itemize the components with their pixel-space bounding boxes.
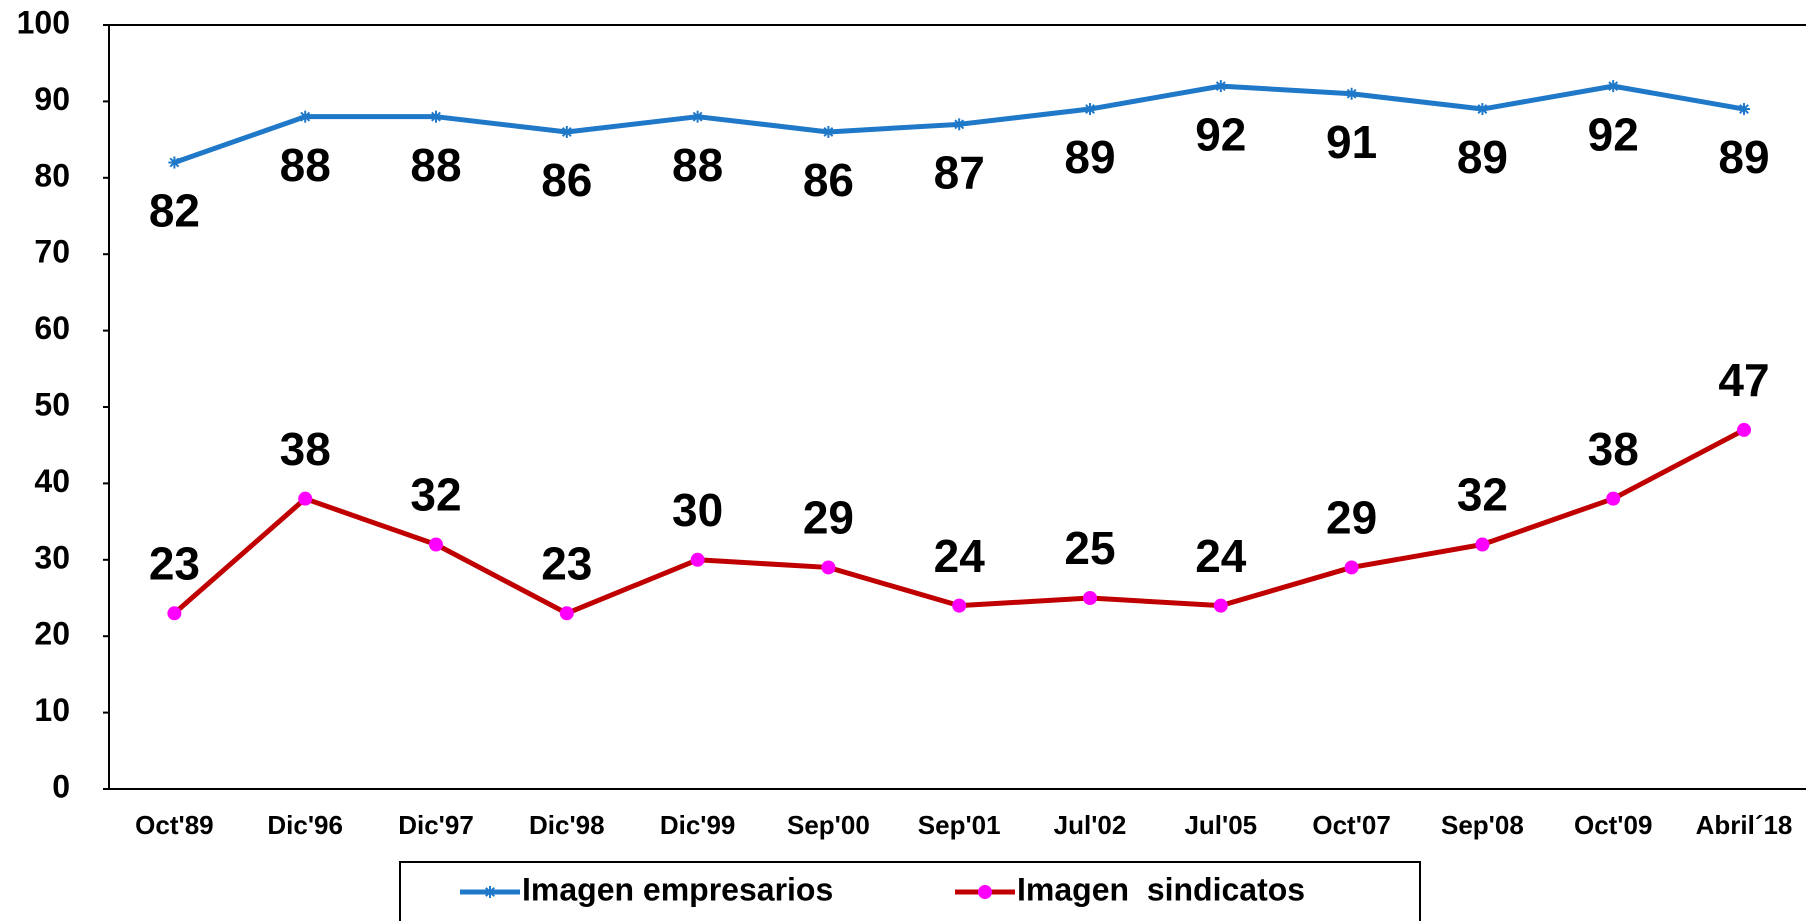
point [167,606,181,620]
legend-label: Imagen empresarios [522,871,833,907]
x-tick-label: Sep'00 [787,810,870,840]
x-tick-label: Sep'08 [1441,810,1524,840]
y-tick-label: 20 [34,616,70,652]
data-label: 92 [1588,108,1639,160]
series-line [174,430,1744,613]
data-label: 38 [280,423,331,475]
data-label: 88 [672,139,723,191]
data-label: 88 [410,139,461,191]
data-label: 29 [803,492,854,544]
point [1738,103,1750,115]
data-label: 25 [1064,522,1115,574]
point [821,560,835,574]
y-tick-label: 40 [34,463,70,499]
point [1476,103,1488,115]
page: {"chart_data": {"type": "line", "categor… [0,0,1806,921]
data-label: 23 [149,537,200,589]
point [822,126,834,138]
legend-label: Imagen sindicatos [1017,871,1305,907]
y-tick-label: 50 [34,386,70,422]
data-label: 89 [1064,131,1115,183]
x-tick-label: Jul'02 [1054,810,1127,840]
y-tick-label: 100 [17,4,70,40]
data-label: 24 [1195,530,1247,582]
y-tick-label: 90 [34,81,70,117]
data-label: 38 [1588,423,1639,475]
data-label: 24 [934,530,986,582]
data-label: 86 [803,154,854,206]
data-label: 88 [280,139,331,191]
x-tick-label: Dic'98 [529,810,605,840]
y-tick-label: 70 [34,234,70,270]
data-label: 29 [1326,492,1377,544]
point [561,126,573,138]
y-tick-label: 80 [34,157,70,193]
x-tick-label: Dic'97 [398,810,474,840]
point [1737,423,1751,437]
x-tick-label: Oct'07 [1312,810,1390,840]
point [953,118,965,130]
point [1346,88,1358,100]
legend-marker [484,886,496,898]
y-tick-label: 0 [52,768,70,804]
x-tick-label: Oct'09 [1574,810,1652,840]
point [1084,103,1096,115]
data-label: 32 [1457,469,1508,521]
plot-frame [109,25,1806,789]
x-tick-label: Abril´18 [1696,810,1793,840]
data-label: 30 [672,484,723,536]
x-tick-label: Dic'96 [267,810,343,840]
point [168,157,180,169]
data-label: 82 [149,185,200,237]
point [691,553,705,567]
data-label: 92 [1195,108,1246,160]
point [1606,492,1620,506]
x-tick-label: Dic'99 [660,810,736,840]
data-label: 32 [410,469,461,521]
point [299,111,311,123]
point [429,538,443,552]
point [692,111,704,123]
point [1607,80,1619,92]
data-label: 87 [934,146,985,198]
x-tick-label: Oct'89 [135,810,213,840]
x-tick-label: Jul'05 [1184,810,1257,840]
data-label: 89 [1457,131,1508,183]
point [952,599,966,613]
data-label: 86 [541,154,592,206]
legend-marker [978,885,992,899]
y-tick-label: 30 [34,539,70,575]
y-tick-label: 10 [34,692,70,728]
data-label: 23 [541,537,592,589]
point [1215,80,1227,92]
y-tick-label: 60 [34,310,70,346]
chart: 0 10 20 30 40 50 60 70 80 90 100 Oct'89 Dic'96 Dic'97… [0,0,1806,921]
data-label: 91 [1326,116,1377,168]
point [1214,599,1228,613]
data-label: 47 [1718,354,1769,406]
point [298,492,312,506]
point [1083,591,1097,605]
x-tick-label: Sep'01 [918,810,1001,840]
point [1345,560,1359,574]
point [430,111,442,123]
point [560,606,574,620]
point [1475,538,1489,552]
data-label: 89 [1718,131,1769,183]
